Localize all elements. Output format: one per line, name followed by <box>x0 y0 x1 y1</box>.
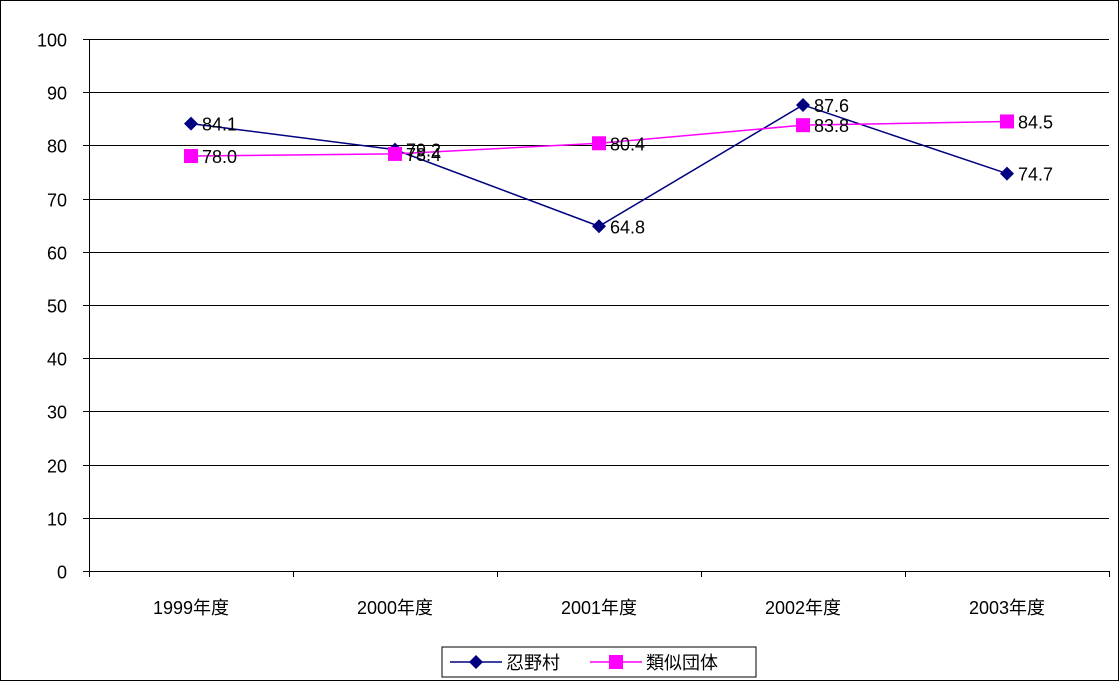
y-tick-label: 90 <box>47 84 67 104</box>
data-label: 80.4 <box>610 134 645 154</box>
data-label: 79.2 <box>406 141 441 161</box>
data-labels: 84.1 79.2 64.8 87.6 74.7 78.0 78.4 80.4 83.8 84.5 <box>202 96 1053 237</box>
data-point-square <box>184 149 198 164</box>
data-label: 78.4 <box>406 145 441 165</box>
axes <box>83 39 1110 577</box>
legend: 忍野村 類似団体 <box>441 646 757 678</box>
y-tick-label: 50 <box>47 297 67 317</box>
x-tick-label: 2000年度 <box>357 598 433 618</box>
data-point-square <box>796 118 810 133</box>
y-tick-labels: 0 10 20 30 40 50 60 70 80 90 100 <box>37 31 67 583</box>
x-tick-label: 2002年度 <box>765 598 841 618</box>
data-point-square <box>592 136 606 151</box>
data-point-square <box>388 146 402 161</box>
x-tick-label: 2003年度 <box>969 598 1045 618</box>
data-label: 74.7 <box>1018 165 1053 185</box>
y-tick-label: 80 <box>47 137 67 157</box>
y-tick-label: 30 <box>47 403 67 423</box>
y-tick-label: 0 <box>57 563 67 583</box>
series-lines <box>184 97 1014 234</box>
x-tick-label: 1999年度 <box>153 598 229 618</box>
y-tick-label: 20 <box>47 457 67 477</box>
x-tick-labels: 1999年度 2000年度 2001年度 2002年度 2003年度 <box>153 598 1045 618</box>
data-label: 83.8 <box>814 116 849 136</box>
data-point-square <box>1000 114 1014 129</box>
data-point-diamond <box>1000 166 1014 181</box>
data-label: 84.1 <box>202 115 237 135</box>
data-label: 64.8 <box>610 217 645 237</box>
y-tick-label: 60 <box>47 244 67 264</box>
legend-label-series-1: 忍野村 <box>506 653 560 674</box>
y-tick-label: 100 <box>37 31 67 51</box>
y-tick-label: 40 <box>47 350 67 370</box>
legend-marker-diamond-icon <box>469 655 483 669</box>
gridlines <box>89 39 1109 519</box>
legend-marker-square-icon <box>609 655 623 669</box>
y-tick-label: 10 <box>47 510 67 530</box>
legend-label-series-2: 類似団体 <box>646 653 718 674</box>
data-label: 87.6 <box>814 96 849 116</box>
data-point-diamond <box>796 97 810 112</box>
data-label: 78.0 <box>202 147 237 167</box>
y-tick-label: 70 <box>47 191 67 211</box>
x-tick-label: 2001年度 <box>561 598 637 618</box>
data-point-diamond <box>592 219 606 234</box>
data-label: 84.5 <box>1018 112 1053 132</box>
data-point-diamond <box>184 116 198 131</box>
